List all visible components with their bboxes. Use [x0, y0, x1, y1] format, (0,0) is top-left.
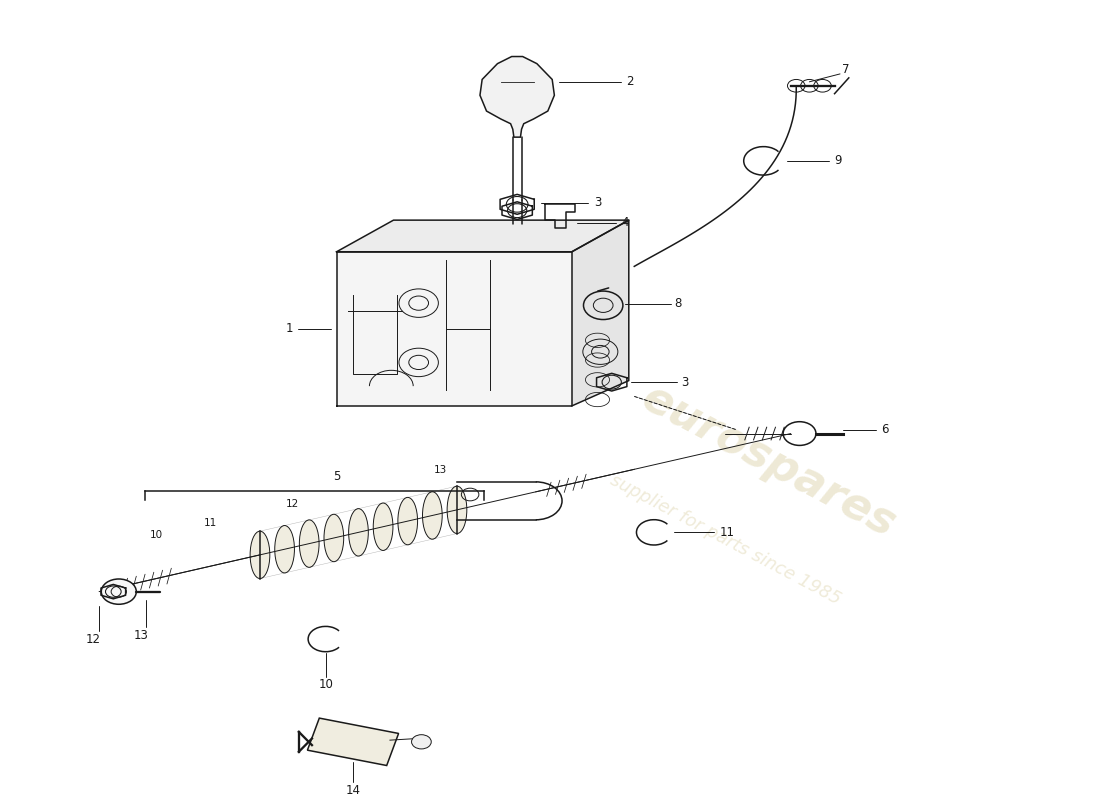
- Text: 3: 3: [594, 196, 602, 210]
- Text: supplier for parts since 1985: supplier for parts since 1985: [607, 472, 844, 609]
- Text: 1: 1: [285, 322, 293, 335]
- Ellipse shape: [422, 492, 442, 539]
- FancyBboxPatch shape: [307, 718, 398, 766]
- Polygon shape: [572, 220, 629, 406]
- Text: 2: 2: [627, 75, 634, 88]
- Ellipse shape: [398, 498, 418, 545]
- Text: 12: 12: [86, 633, 101, 646]
- Text: 9: 9: [835, 154, 843, 167]
- Text: 12: 12: [286, 499, 299, 509]
- Circle shape: [101, 579, 136, 604]
- Ellipse shape: [373, 503, 393, 550]
- Text: 8: 8: [674, 298, 682, 310]
- Polygon shape: [480, 57, 554, 137]
- Polygon shape: [337, 220, 629, 252]
- Ellipse shape: [275, 526, 295, 573]
- Text: eurospares: eurospares: [635, 376, 903, 546]
- Ellipse shape: [447, 486, 466, 534]
- Circle shape: [411, 734, 431, 749]
- Text: 10: 10: [150, 530, 163, 540]
- Ellipse shape: [299, 520, 319, 567]
- Text: 7: 7: [843, 63, 849, 77]
- Text: 4: 4: [621, 216, 628, 229]
- Ellipse shape: [250, 531, 270, 578]
- Text: 11: 11: [719, 526, 735, 539]
- Ellipse shape: [349, 509, 368, 556]
- Ellipse shape: [324, 514, 343, 562]
- Polygon shape: [337, 252, 572, 406]
- Text: 13: 13: [433, 465, 448, 475]
- Text: 10: 10: [318, 678, 333, 691]
- Text: 5: 5: [333, 470, 340, 483]
- Text: 14: 14: [345, 783, 361, 797]
- Text: 6: 6: [881, 423, 889, 436]
- Text: 3: 3: [681, 376, 689, 389]
- Text: 13: 13: [133, 629, 148, 642]
- Text: 11: 11: [205, 518, 218, 528]
